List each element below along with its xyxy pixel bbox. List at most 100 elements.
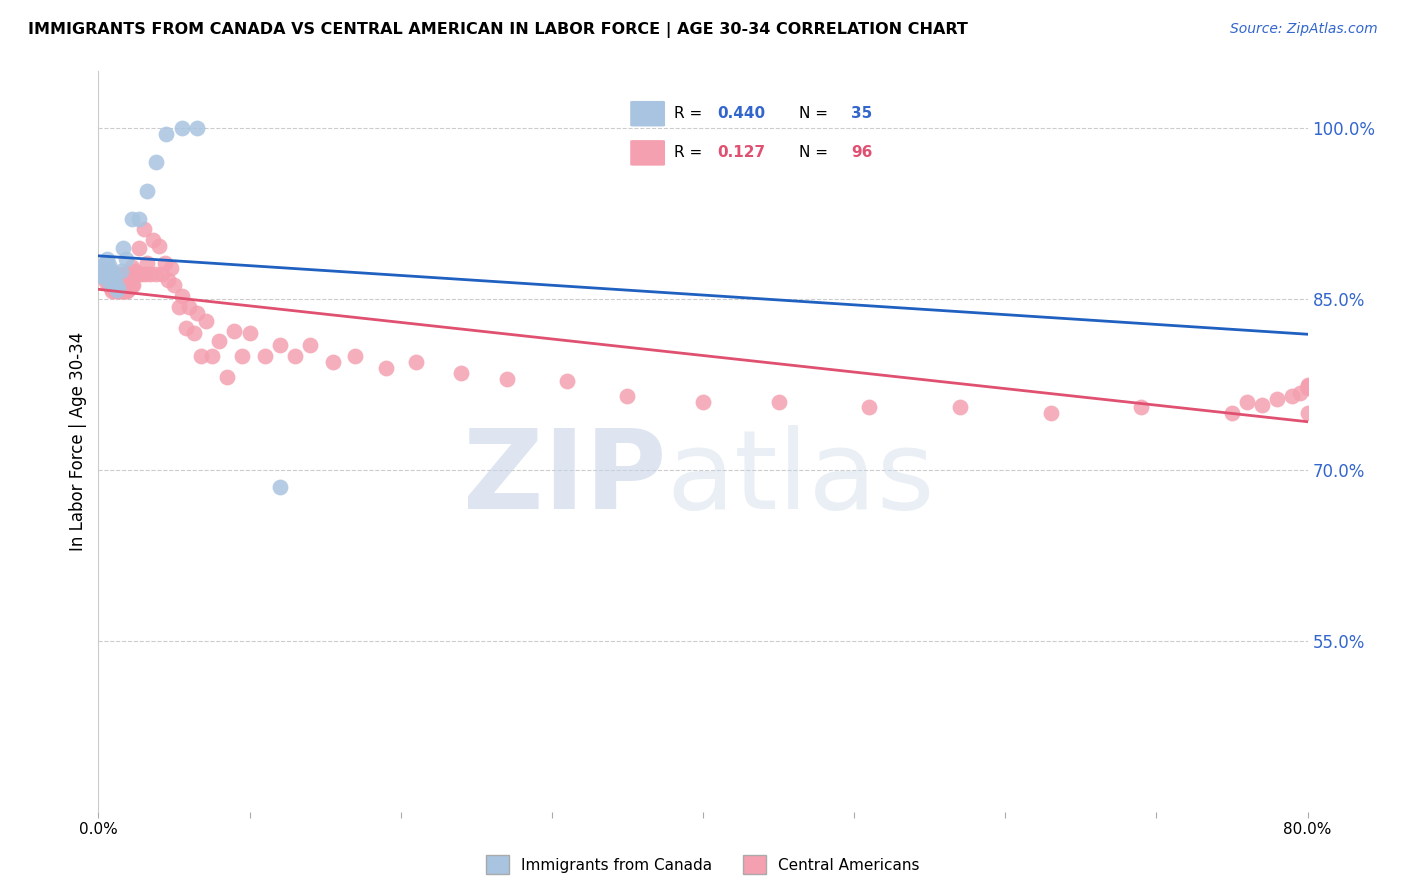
Point (105, 278, 128, 293)
Text: Source: ZipAtlas.com: Source: ZipAtlas.com (1230, 22, 1378, 37)
Point (224, 324, 246, 338)
Point (129, 267, 152, 281)
Point (103, 267, 125, 281)
Point (128, 212, 150, 227)
Point (269, 480, 291, 494)
Point (124, 263, 146, 277)
Point (101, 269, 124, 284)
Legend: Immigrants from Canada, Central Americans: Immigrants from Canada, Central American… (481, 849, 925, 880)
Point (112, 278, 135, 293)
Point (1296, 380, 1319, 394)
Point (94, 263, 117, 277)
Point (145, 267, 167, 281)
Point (269, 337, 291, 351)
Point (93, 258, 115, 272)
Point (122, 278, 145, 293)
Point (90, 269, 112, 284)
Point (93, 269, 115, 284)
Point (1130, 401, 1153, 415)
Point (1281, 389, 1303, 403)
Point (134, 267, 156, 281)
Point (114, 269, 136, 284)
Point (98, 258, 121, 272)
Point (692, 394, 714, 409)
Point (94, 269, 117, 284)
Point (111, 269, 134, 284)
Point (170, 289, 193, 303)
Point (322, 355, 344, 369)
Point (120, 281, 142, 295)
Point (135, 184, 157, 198)
Point (153, 256, 176, 270)
Point (156, 273, 179, 287)
Text: ZIP: ZIP (464, 425, 666, 532)
Point (555, 374, 578, 388)
Point (96, 269, 118, 284)
Point (344, 349, 367, 363)
Point (127, 267, 149, 281)
Point (949, 401, 972, 415)
Point (1296, 378, 1319, 392)
Point (768, 394, 790, 409)
Point (208, 334, 231, 349)
Point (132, 221, 155, 235)
Text: atlas: atlas (666, 425, 935, 532)
Point (1251, 398, 1274, 412)
Point (186, 121, 208, 136)
Point (125, 267, 148, 281)
Point (93, 263, 115, 277)
Point (170, 121, 193, 136)
Point (121, 212, 143, 227)
Point (94, 275, 117, 289)
Point (103, 269, 125, 284)
Point (101, 275, 124, 289)
Point (858, 401, 880, 415)
Point (104, 284, 127, 298)
Point (1289, 385, 1312, 400)
Point (135, 256, 157, 270)
Point (239, 326, 262, 341)
Point (121, 278, 143, 293)
Point (114, 252, 136, 267)
Point (616, 389, 638, 403)
Point (101, 284, 124, 298)
Point (100, 281, 122, 295)
Point (103, 278, 125, 293)
Point (1296, 381, 1319, 395)
Point (167, 300, 190, 314)
Point (495, 372, 517, 386)
Point (110, 284, 132, 298)
Point (98, 267, 121, 281)
Point (114, 284, 136, 298)
Point (284, 349, 307, 363)
Point (91, 266, 114, 280)
Point (104, 275, 127, 289)
Point (1236, 394, 1258, 409)
Point (105, 267, 128, 281)
Point (107, 281, 129, 295)
Point (101, 274, 124, 288)
Point (100, 269, 122, 284)
Point (186, 306, 208, 320)
Point (98, 263, 121, 277)
Point (1296, 377, 1319, 392)
Point (128, 241, 150, 255)
Point (111, 241, 134, 255)
Point (108, 284, 131, 298)
Point (98, 275, 121, 289)
Point (190, 349, 212, 363)
Point (174, 320, 197, 334)
Point (98, 278, 121, 293)
Point (299, 337, 322, 351)
Point (105, 283, 128, 297)
Point (1039, 406, 1062, 420)
Point (94, 266, 117, 280)
Point (96, 258, 118, 272)
Point (1296, 406, 1319, 420)
Point (110, 263, 132, 277)
Point (201, 349, 224, 363)
Point (96, 262, 118, 277)
Point (115, 284, 138, 298)
Point (179, 300, 201, 314)
Point (253, 349, 276, 363)
